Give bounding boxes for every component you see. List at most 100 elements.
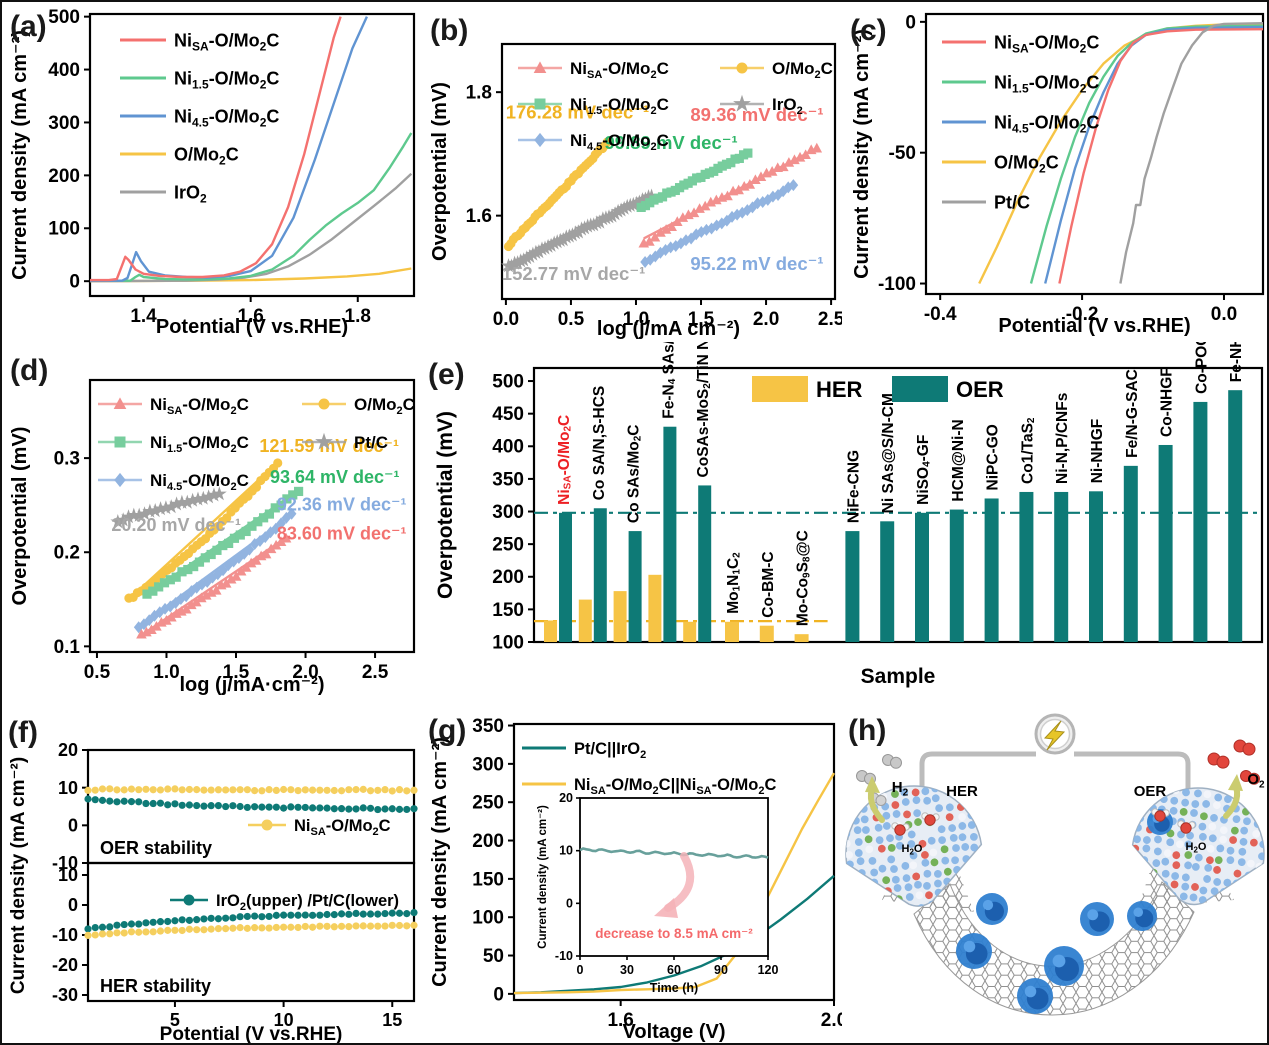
y-axis-label: Current density (mA cm⁻²)	[9, 30, 31, 280]
bar-oer	[1123, 465, 1138, 642]
panel-a-oer-lsv: 1.4 1.6 1.8 0 100 200 300 400 500 Potential (V vs…	[2, 2, 422, 342]
series-nisa	[1058, 28, 1264, 284]
bar-oer	[593, 508, 607, 642]
legend-label: NiSA-O/Mo2C	[294, 817, 391, 838]
legend-label: NiSA-O/Mo2C	[150, 395, 249, 417]
axes-box	[88, 12, 416, 298]
bar-group-label: Ni-N,P/CNFs	[1054, 393, 1071, 484]
series-o-mo2c	[124, 458, 283, 603]
series-ptc	[1119, 22, 1264, 284]
inset-y-label: Current density (mA cm⁻²)	[537, 805, 549, 949]
wire-left	[919, 751, 1036, 812]
bar-her	[759, 625, 774, 642]
series-nisa-her	[84, 921, 418, 940]
panel-letter-c: (c)	[850, 14, 887, 47]
svg-text:120: 120	[758, 963, 779, 977]
legend-label: NiSA-O/Mo2C||NiSA-O/Mo2C	[574, 776, 776, 797]
legend-label-her: HER	[816, 377, 863, 402]
series-ptc	[110, 486, 227, 529]
tafel-slope-annotation: 92.36 mV dec⁻¹	[277, 494, 407, 514]
legend-label: Ni1.5-O/Mo2C	[174, 68, 279, 91]
y-tick-label: 0	[69, 272, 80, 293]
legend-label: IrO2	[772, 95, 803, 117]
bar-oer	[1089, 491, 1103, 642]
legend-label: Pt/C	[354, 433, 388, 452]
chart-g-full-cell: 1.62.0050100150200250300350Voltage (V)Cu…	[429, 716, 842, 1043]
bar-group-label: HCM@Ni-N	[949, 419, 966, 501]
y-tick-label: -10	[52, 853, 78, 873]
legend-swatch-her	[752, 376, 808, 402]
y-tick-label: 450	[492, 404, 524, 425]
legend-label: Ni4.5-O/Mo2C	[174, 106, 279, 129]
y-tick-label: -100	[878, 274, 916, 295]
y-tick-label: 1.6	[466, 206, 492, 227]
lightning-bolt-icon	[1043, 720, 1066, 751]
y-tick-label: 0	[905, 12, 916, 33]
y-tick-label: 150	[472, 869, 504, 890]
legend-label: Pt/C	[994, 192, 1030, 212]
bar-group-label: Ni-NHGF	[1089, 419, 1106, 484]
y-tick-label: 300	[48, 113, 80, 134]
y-tick-label: 0.1	[54, 637, 81, 658]
y-tick-label: 500	[48, 7, 80, 28]
chart-d-her-tafel: 0.5 1.0 1.5 2.0 2.5 0.1 0.2 0.3 121.59 mV dec⁻¹ 9…	[9, 378, 416, 696]
bar-group-label: Co-NHGF	[1158, 367, 1175, 437]
bar-oer	[559, 512, 572, 642]
bar-group-label: NiPC-GO	[984, 424, 1001, 490]
bar-her	[794, 634, 809, 642]
bar-her	[683, 621, 697, 642]
tafel-slope-annotation: 20.20 mV dec⁻¹	[111, 515, 241, 535]
nanoparticle-cluster	[1044, 946, 1084, 986]
inset-x-label: Time (h)	[650, 981, 698, 995]
nanoparticle-cluster	[1127, 901, 1157, 931]
legend-label: Pt/C||IrO2	[574, 740, 646, 761]
illustration-h-water-splitting: HER OER H2 O2 H2O H2O	[842, 713, 1267, 1016]
y-tick-label: 400	[492, 437, 524, 458]
svg-text:0: 0	[566, 896, 573, 910]
bar-her	[578, 599, 592, 642]
x-tick-label: 2.0	[821, 1010, 842, 1031]
y-tick-label: 200	[492, 567, 524, 588]
y-tick-label: -20	[52, 955, 78, 975]
svg-text:0: 0	[577, 963, 584, 977]
y-tick-label: -50	[889, 143, 916, 164]
y-tick-label: 250	[472, 793, 504, 814]
series-ni15	[1029, 24, 1264, 284]
series-iro2-oer	[84, 795, 418, 814]
panel-letter-b: (b)	[430, 14, 469, 47]
tafel-slope-annotation: 89.36 mV dec⁻¹	[690, 104, 823, 125]
y-tick-label: 100	[48, 219, 80, 240]
legend-label: Ni4.5-O/Mo2C	[150, 471, 249, 493]
x-axis-label: log (j/mA·cm⁻²)	[180, 674, 325, 696]
bar-her	[648, 574, 662, 642]
series-ni45	[640, 179, 799, 269]
axes-box	[532, 366, 1264, 644]
o2-label: O2	[1247, 771, 1265, 791]
h2o-label-left: H2O	[902, 843, 923, 857]
legend-label: O/Mo2C	[994, 152, 1059, 175]
bar-her	[725, 621, 739, 642]
bar-oer	[984, 498, 999, 642]
x-axis-label: Potential (V vs.RHE)	[998, 315, 1190, 337]
axes-box	[512, 722, 836, 1002]
bar-oer	[949, 509, 964, 642]
chart-e-comparison-bars: 100 150 200 250 300 350 400 450 500 NiSA-O/Mo2C Co…	[434, 342, 1264, 688]
bar-group-label: Mo-Co9S8@C	[794, 530, 812, 626]
panel-c-her-lsv: -0.4 -0.2 0.0 0 -50 -100 Potential (V vs.RHE) C…	[842, 2, 1267, 342]
chart-f-stability: 20 10 0 -10 5 10 15 10 0 -10 -20 -30 OER stability HE…	[8, 740, 418, 1043]
svg-text:10: 10	[559, 844, 573, 858]
legend-swatch-oer	[892, 376, 948, 402]
tafel-slope-annotation: 83.60 mV dec⁻¹	[277, 524, 407, 544]
wire-right	[1074, 751, 1191, 812]
panel-f-stability: 20 10 0 -10 5 10 15 10 0 -10 -20 -30 OER stability HE…	[2, 704, 422, 1043]
bar-group-label: NiFe-CNG	[845, 450, 862, 523]
y-tick-label: 200	[48, 166, 80, 187]
y-tick-label: 300	[492, 502, 524, 523]
y-tick-label: 0	[493, 984, 504, 1005]
x-tick-label: 0.5	[558, 309, 585, 330]
y-tick-label: 100	[472, 908, 504, 929]
bar-oer	[698, 485, 712, 642]
nanoparticle-cluster	[1017, 978, 1053, 1014]
